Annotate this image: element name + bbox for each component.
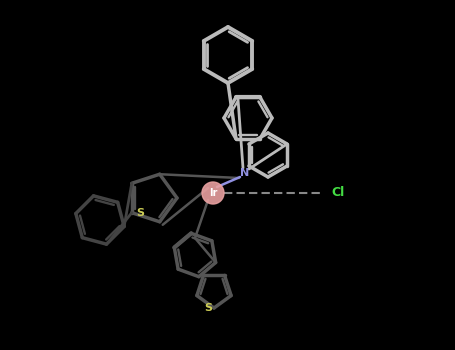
Text: S: S (204, 303, 212, 313)
Text: N: N (240, 168, 250, 178)
Text: Cl: Cl (331, 187, 344, 199)
Circle shape (202, 182, 224, 204)
Text: Ir: Ir (209, 188, 217, 198)
Text: S: S (136, 208, 144, 218)
